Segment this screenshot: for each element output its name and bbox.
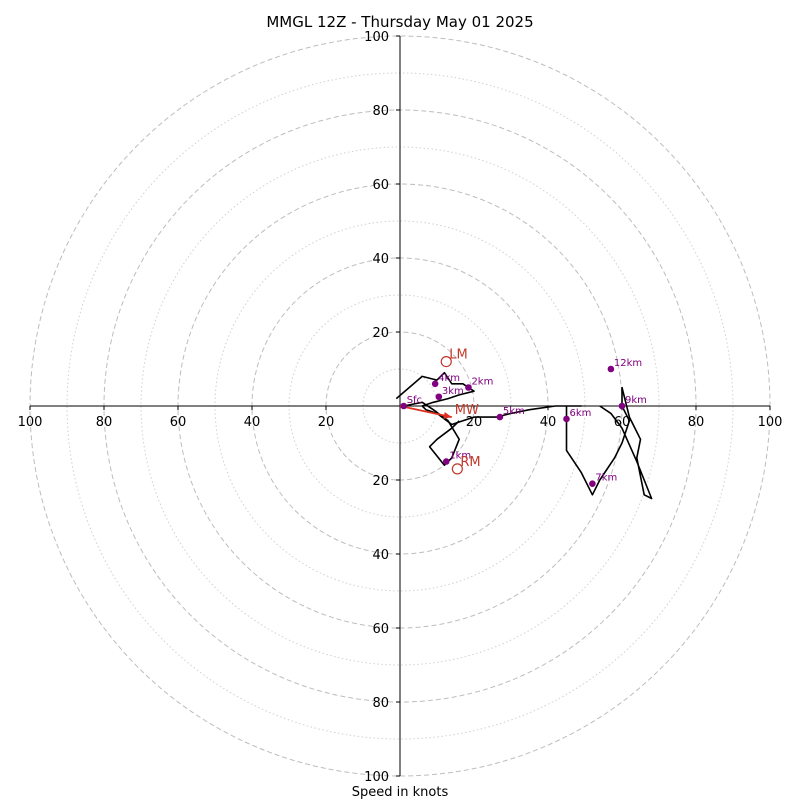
height-marker-5km [496,413,504,421]
storm-motion-rm [451,463,463,475]
height-label-4km: 4km [438,373,460,384]
height-marker-12km [607,365,615,373]
storm-motion-label-lm: LM [449,348,467,363]
y-tick-label: 20 [372,474,389,489]
x-tick-label: 60 [614,415,631,430]
height-marker-sfc [400,402,408,410]
height-label-9km: 9km [625,395,647,406]
wind-traces [395,371,653,500]
low-level-trace [403,401,461,467]
height-marker-2km [465,384,472,391]
y-tick-label: 60 [372,622,389,637]
x-tick-label: 40 [540,415,557,430]
height-label-5km: 5km [503,406,525,417]
y-tick-label: 80 [372,104,389,119]
height-label-12km: 12km [614,358,642,369]
height-markers: Sfc 1km 2km 3km 4km 5km 6km 7km 9km 12km [400,358,647,488]
height-marker-7km [589,480,596,488]
height-label-6km: 6km [570,408,592,419]
height-marker-3km [435,393,443,401]
y-tick-label: 100 [364,30,389,45]
storm-motion-markers: LM RM MW [440,348,481,475]
height-label-7km: 7km [595,473,617,484]
height-marker-4km [431,380,439,388]
mean-wind-arrow [399,405,452,418]
x-tick-label: 80 [688,415,705,430]
x-axis-label: Speed in knots [352,785,449,800]
y-tick-label: 40 [372,252,389,267]
height-marker-1km [442,458,450,465]
x-tick-label: 60 [170,415,187,430]
hodograph-trace [395,371,653,500]
height-marker-9km [618,402,626,410]
height-marker-6km [563,415,570,423]
tick-labels: 100 80 60 40 20 20 40 60 80 100 20 40 60 80 100 100 80 60… [18,30,783,785]
height-label-1km: 1km [449,451,471,462]
storm-motion-lm [440,356,452,368]
x-tick-label: 80 [96,415,113,430]
x-tick-label: 20 [318,415,335,430]
y-tick-label: 60 [372,178,389,193]
x-tick-label: 100 [758,415,783,430]
x-tick-label: 40 [244,415,261,430]
height-label-3km: 3km [442,386,464,397]
y-tick-label: 80 [372,696,389,711]
storm-motion-label-rm: RM [460,455,480,470]
storm-motion-label-mw: MW [455,403,479,418]
height-label-2km: 2km [471,377,493,388]
y-tick-label: 40 [372,548,389,563]
mean-wind-arrowhead [443,412,452,419]
y-tick-label: 100 [364,770,389,785]
y-tick-label: 20 [372,326,389,341]
chart-title: MMGL 12Z - Thursday May 01 2025 [266,13,533,31]
height-label-sfc: Sfc [407,395,422,406]
x-tick-label: 100 [18,415,43,430]
